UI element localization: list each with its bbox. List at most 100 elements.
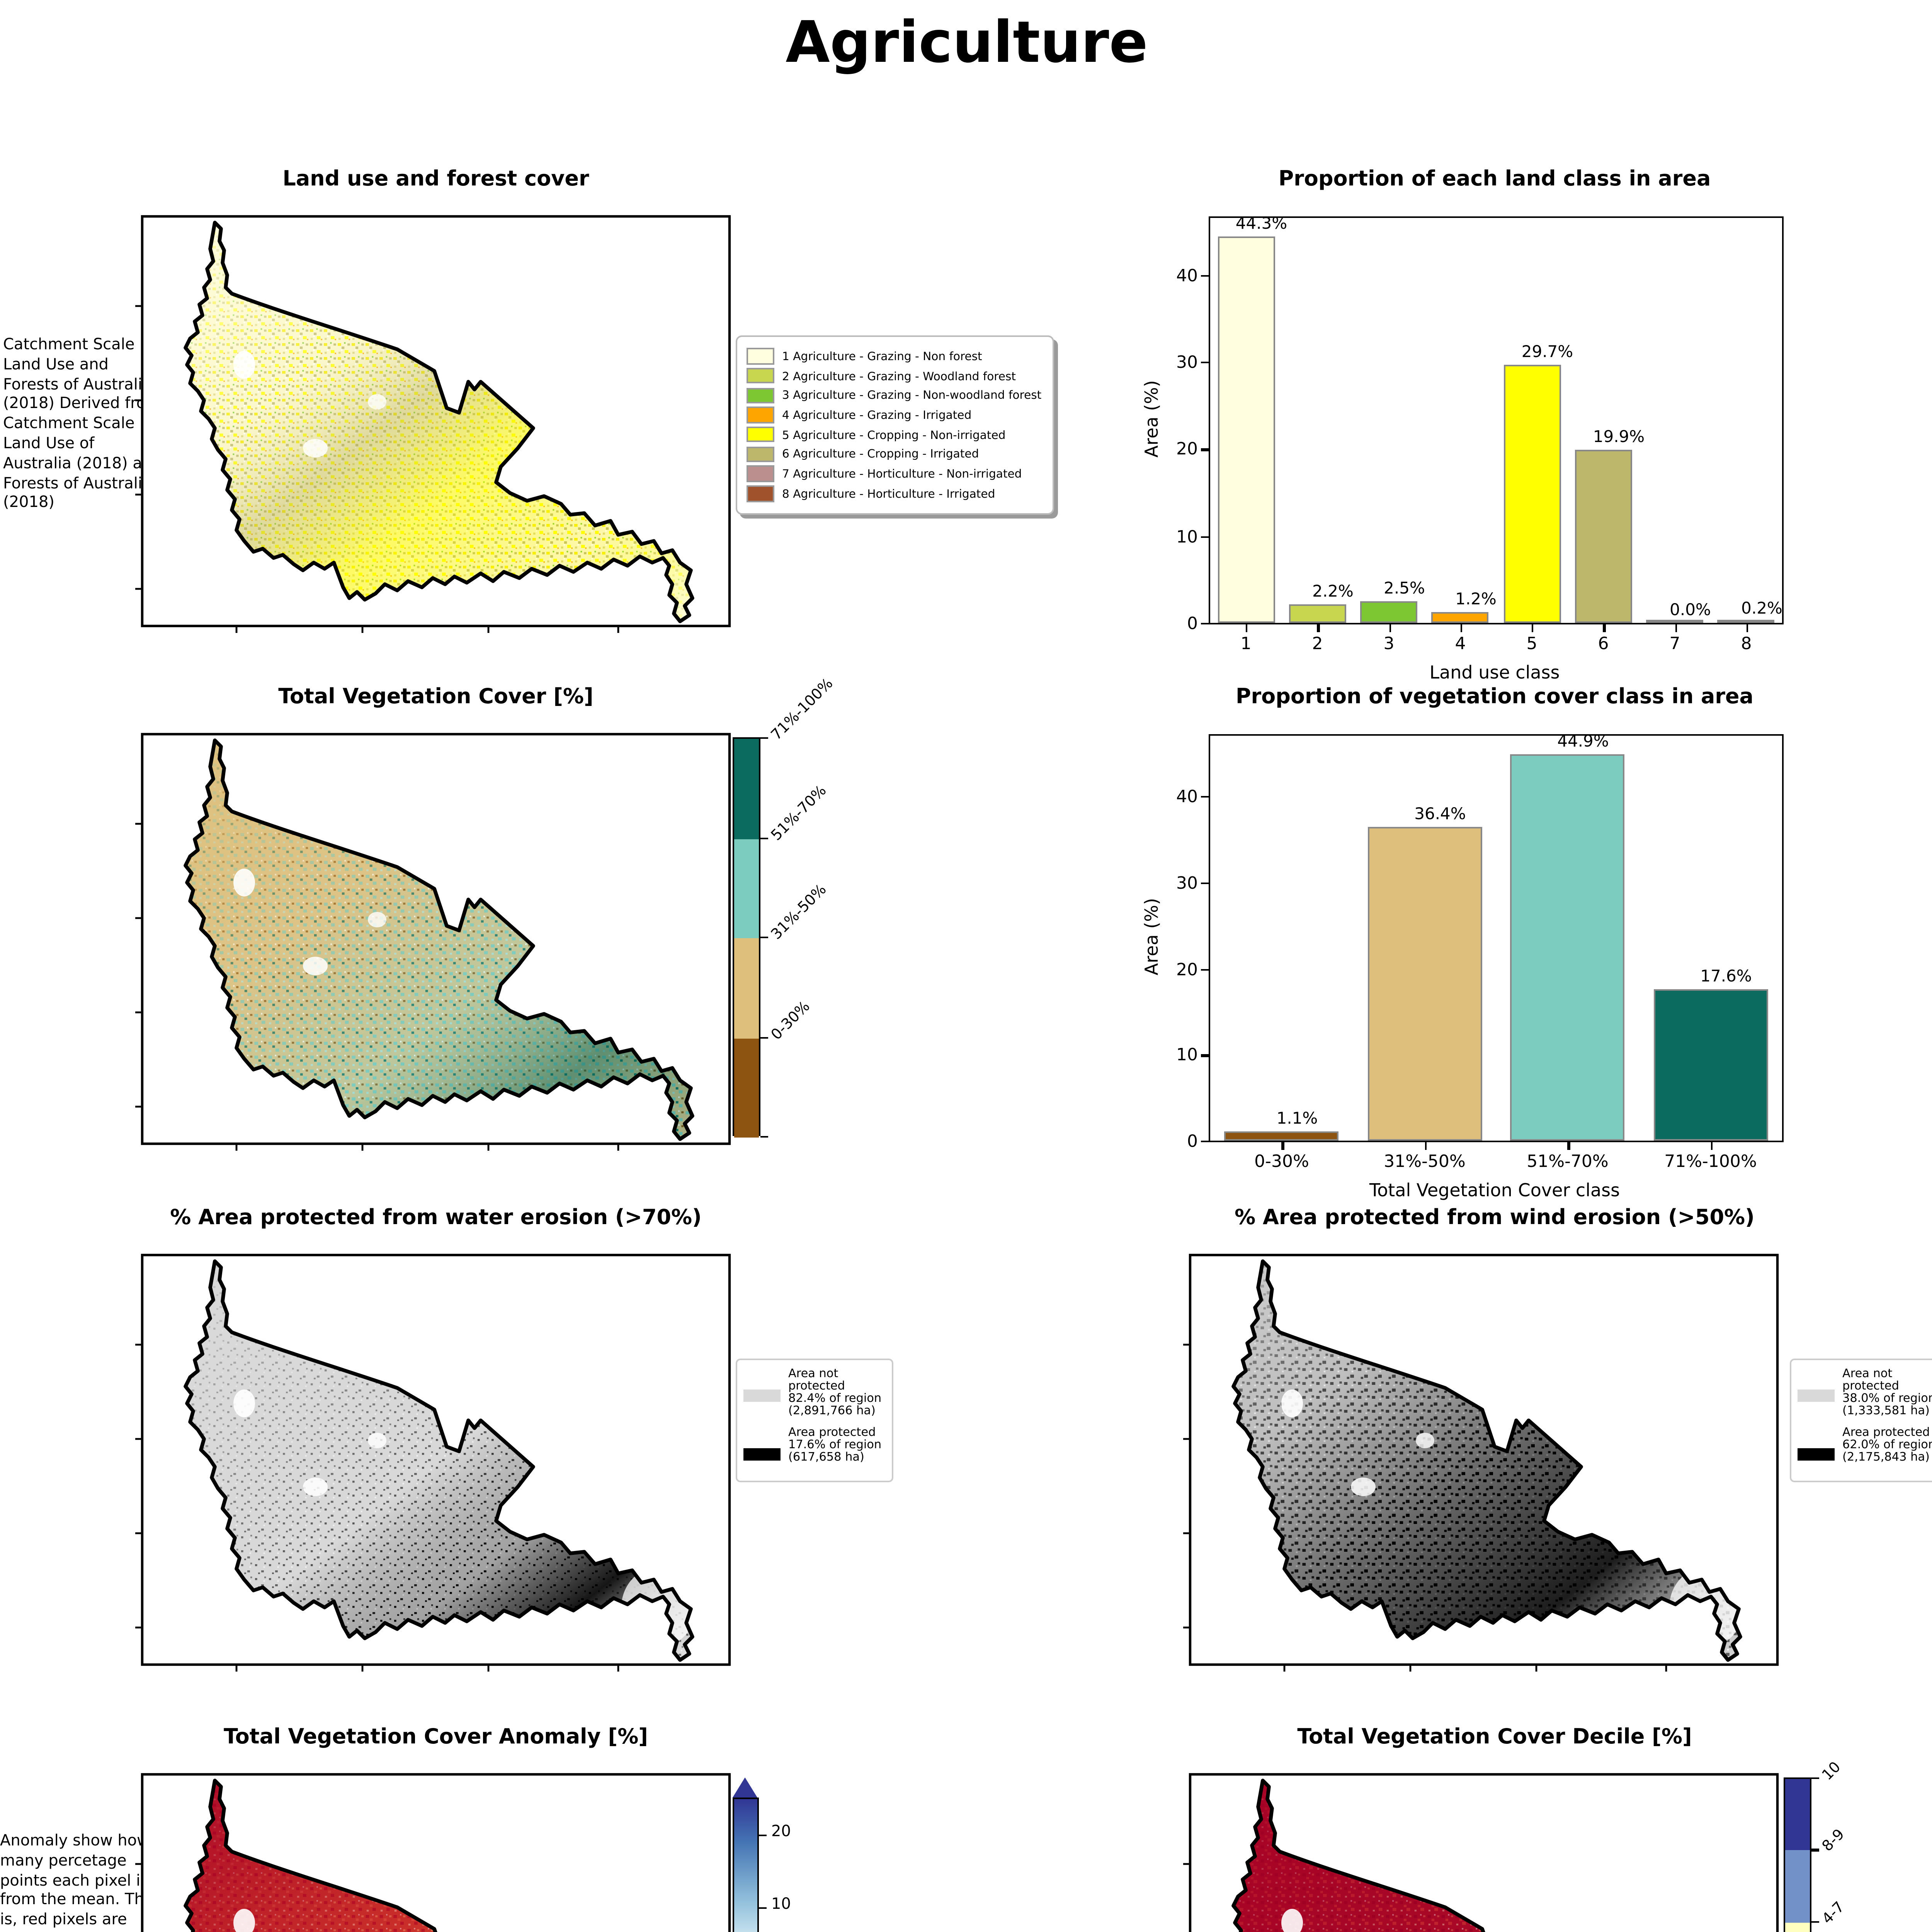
colorbar-segment [1785,1922,1810,1932]
colorbar-tick [760,737,768,740]
colorbar-tick-label: 10 [1819,1759,1845,1784]
colorbar-tick-label: 0-30% [768,997,814,1043]
x-axis-tick [1246,623,1248,632]
y-axis-tick-label: 30 [1176,352,1198,372]
legend-label: 6 Agriculture - Cropping - Irrigated [782,447,979,461]
y-axis-tick [1201,623,1210,625]
colorbar-segment [734,938,759,1038]
x-axis-tick-label: 31%-50% [1384,1151,1466,1172]
bar [1360,601,1418,623]
bar-value-label: 2.5% [1384,579,1425,598]
x-axis-tick [1389,623,1391,632]
y-axis-tick-label: 0 [1187,614,1198,634]
legend-swatch [747,466,774,482]
colorbar-segment [734,1038,759,1138]
legend-item: 8 Agriculture - Horticulture - Irrigated [747,485,1041,502]
legend-label: 8 Agriculture - Horticulture - Irrigated [782,486,995,500]
legend-item: Area protected 62.0% of region (2,175,84… [1798,1425,1932,1464]
x-axis-tick-label: 51%-70% [1527,1151,1609,1172]
colorbar-tick-label: 4-7 [1819,1899,1849,1928]
bar [1225,1131,1339,1141]
legend-label: Area protected 62.0% of region (2,175,84… [1842,1425,1932,1464]
legend-item: 7 Agriculture - Horticulture - Non-irrig… [747,466,1041,482]
colorbar-tick-label: 51%-70% [768,782,830,844]
legend-item: 5 Agriculture - Cropping - Non-irrigated [747,426,1041,443]
decile-colorbar [1784,1777,1811,1932]
legend-item: 1 Agriculture - Grazing - Non forest [747,348,1041,364]
y-axis-tick-label: 10 [1176,526,1198,547]
x-axis-tick-label: 6 [1598,634,1609,654]
colorbar-arrow-top [733,1777,757,1798]
legend-item: 2 Agriculture - Grazing - Woodland fores… [747,367,1041,384]
veg-cover-colorbar-labels: 71%-100% 51%-70% 31%-50% 0-30% [733,675,918,1138]
legend-swatch [747,348,774,364]
legend-swatch [747,485,774,502]
colorbar-tick [760,1136,768,1138]
legend-swatch [747,426,774,443]
legend-swatch [1798,1389,1835,1402]
land-class-chart-title: Proportion of each land class in area [1278,167,1711,192]
veg-cover-chart-title: Proportion of vegetation cover class in … [1235,685,1753,709]
anomaly-map [135,1773,731,1932]
legend-label: 3 Agriculture - Grazing - Non-woodland f… [782,388,1042,403]
bar-value-label: 29.7% [1521,342,1573,361]
legend-swatch [747,446,774,463]
colorbar-tick [760,937,768,939]
colorbar-tick-label: 8-9 [1819,1827,1849,1856]
y-axis-tick [1201,1141,1210,1143]
bar-value-label: 2.2% [1312,582,1354,601]
bar [1718,620,1775,623]
x-axis-tick-label: 2 [1312,634,1323,654]
colorbar-tick-label: 10 [771,1897,791,1914]
bar-value-label: 44.9% [1557,732,1609,751]
x-axis-tick [1282,1141,1284,1150]
legend-label: 7 Agriculture - Horticulture - Non-irrig… [782,467,1022,481]
decile-map [1183,1773,1779,1932]
wind-erosion-map-title: % Area protected from wind erosion (>50%… [1235,1206,1755,1230]
water-erosion-map-title: % Area protected from water erosion (>70… [170,1206,702,1230]
y-axis-tick-label: 20 [1176,959,1198,979]
land-class-chart-ylabel: Area (%) [1141,380,1162,458]
legend-label: 1 Agriculture - Grazing - Non forest [782,349,982,363]
colorbar-segment [734,838,759,938]
x-axis-tick [1568,1141,1570,1150]
y-axis-tick-label: 0 [1187,1131,1198,1151]
colorbar-tick-label: 71%-100% [768,675,837,744]
legend-item: Area not protected 38.0% of region (1,33… [1798,1367,1932,1418]
colorbar-tick [759,1907,767,1909]
bar [1575,449,1632,623]
colorbar-tick [1811,1849,1819,1851]
legend-label: Area not protected 82.4% of region (2,89… [788,1366,882,1418]
colorbar-tick-label: 20 [771,1824,791,1841]
x-axis-tick [1317,623,1320,632]
x-axis-tick [1746,623,1748,632]
x-axis-tick [1711,1141,1713,1150]
bar [1289,604,1346,623]
y-axis-tick [1201,361,1210,364]
bar-value-label: 36.4% [1414,805,1466,824]
bar [1503,364,1561,623]
colorbar-tick [759,1834,767,1836]
colorbar-tick-label: 31%-50% [768,881,830,944]
bar-value-label: 0.0% [1670,601,1711,620]
wind-erosion-legend: Area not protected 38.0% of region (1,33… [1790,1359,1932,1483]
y-axis-tick-label: 10 [1176,1045,1198,1065]
bar [1367,827,1482,1141]
bar-value-label: 1.2% [1455,590,1497,609]
land-class-bar-chart: 0 10 20 30 40 44.3% 1 2.2% 2 2.5% 3 1.2% 4 29.7% 5 19.9… [1176,215,1784,654]
anomaly-note: Anomaly show how many percetage points e… [0,1833,160,1932]
legend-swatch [747,407,774,423]
x-axis-tick-label: 3 [1383,634,1395,654]
legend-label: 5 Agriculture - Cropping - Non-irrigated [782,427,1006,442]
veg-cover-bar-chart: 0 10 20 30 40 1.1% 0-30% 36.4% 31%-50% 44.9% 51%-7… [1176,732,1784,1172]
bar-value-label: 0.2% [1741,599,1782,618]
bar [1510,753,1625,1141]
land-use-map [135,215,731,633]
bar-value-label: 44.3% [1235,215,1287,234]
legend-label: 4 Agriculture - Grazing - Irrigated [782,408,972,422]
legend-label: Area protected 17.6% of region (617,658 … [788,1425,882,1464]
y-axis-tick-label: 30 [1176,873,1198,893]
legend-swatch [743,1389,781,1402]
veg-cover-colorbar [733,737,760,1138]
